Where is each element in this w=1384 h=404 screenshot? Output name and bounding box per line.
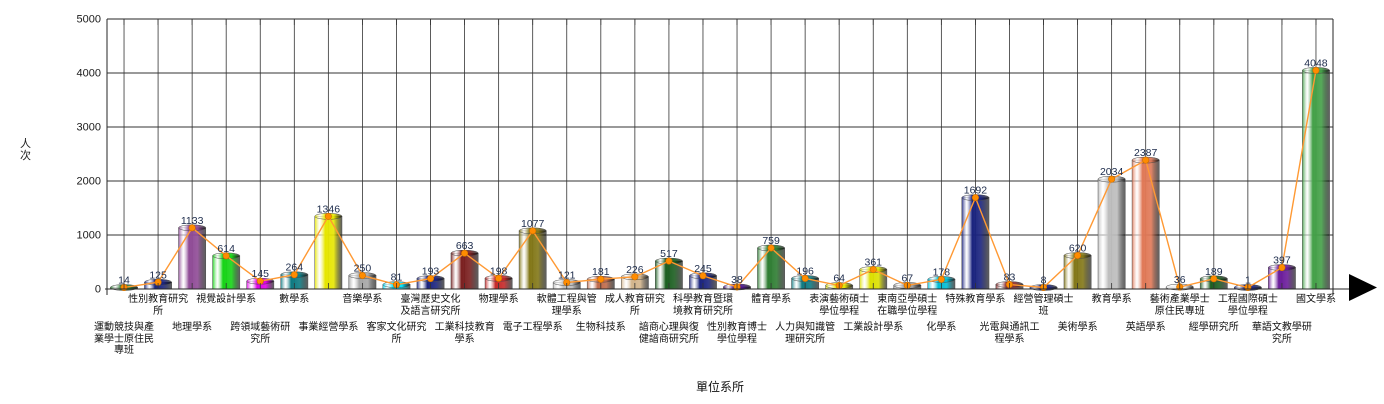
svg-text:1000: 1000 <box>77 230 101 242</box>
svg-text:196: 196 <box>796 265 814 277</box>
svg-text:1133: 1133 <box>181 215 204 227</box>
svg-text:663: 663 <box>456 240 474 252</box>
svg-text:189: 189 <box>1205 266 1223 278</box>
svg-text:4048: 4048 <box>1304 57 1328 69</box>
svg-text:245: 245 <box>694 263 712 275</box>
svg-text:2034: 2034 <box>1100 166 1124 178</box>
svg-text:3000: 3000 <box>77 122 101 134</box>
svg-text:67: 67 <box>901 272 913 284</box>
svg-text:361: 361 <box>864 257 882 269</box>
svg-text:4000: 4000 <box>77 68 101 80</box>
svg-text:2000: 2000 <box>77 176 101 188</box>
svg-text:250: 250 <box>354 263 372 275</box>
svg-text:1692: 1692 <box>964 185 988 197</box>
svg-text:397: 397 <box>1273 255 1291 267</box>
svg-text:81: 81 <box>391 272 403 284</box>
svg-text:125: 125 <box>149 269 167 281</box>
svg-text:2387: 2387 <box>1134 147 1158 159</box>
svg-text:121: 121 <box>558 269 576 281</box>
svg-text:1077: 1077 <box>521 218 545 230</box>
svg-text:193: 193 <box>422 266 440 278</box>
svg-text:198: 198 <box>490 265 508 277</box>
svg-text:145: 145 <box>251 268 269 280</box>
svg-text:517: 517 <box>660 248 678 260</box>
svg-text:620: 620 <box>1069 243 1087 255</box>
svg-text:226: 226 <box>626 264 644 276</box>
svg-text:0: 0 <box>95 284 101 296</box>
svg-text:1346: 1346 <box>317 203 341 215</box>
svg-text:181: 181 <box>592 266 610 278</box>
svg-text:64: 64 <box>833 273 845 285</box>
svg-text:614: 614 <box>217 243 235 255</box>
svg-text:264: 264 <box>286 262 304 274</box>
svg-text:178: 178 <box>933 266 951 278</box>
svg-text:759: 759 <box>762 235 780 247</box>
svg-text:83: 83 <box>1004 272 1016 284</box>
svg-text:5000: 5000 <box>77 14 101 26</box>
